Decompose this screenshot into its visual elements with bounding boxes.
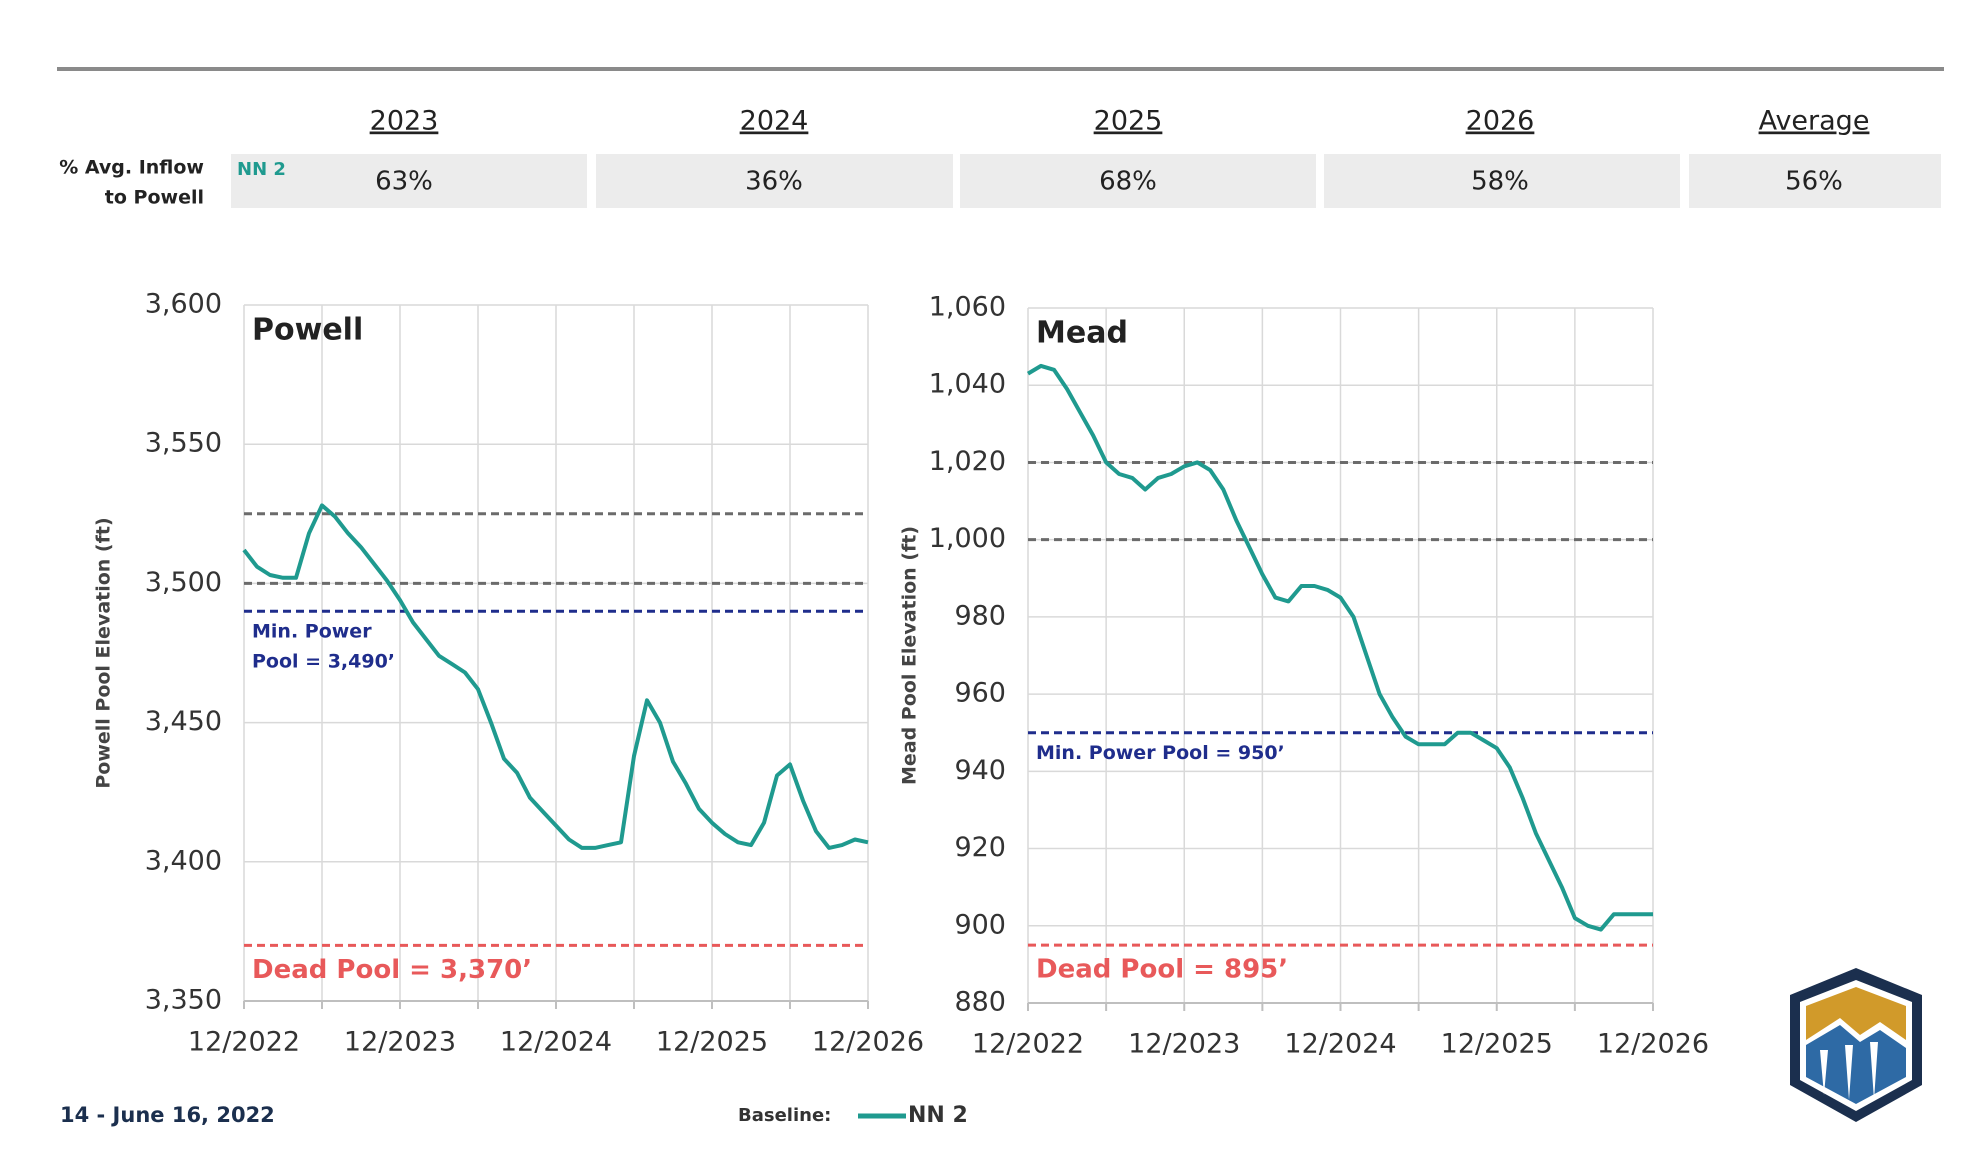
- logo: [1790, 968, 1922, 1122]
- chart-title: Mead: [1036, 316, 1128, 351]
- legend-title: Baseline:: [738, 1105, 831, 1126]
- footer: 14 - June 16, 2022: [60, 1103, 275, 1127]
- series-label: NN 2: [237, 159, 286, 180]
- y-tick-label: 3,350: [145, 985, 222, 1016]
- reference-label: Dead Pool = 3,370’: [252, 955, 532, 985]
- y-tick-label: 3,400: [145, 845, 222, 876]
- cell-bg: [960, 154, 1316, 208]
- y-tick-label: 1,060: [929, 292, 1006, 323]
- chart-title: Powell: [252, 313, 363, 348]
- column-header: 2024: [740, 106, 809, 137]
- x-tick-label: 12/2026: [812, 1027, 924, 1058]
- cell-value: 68%: [1099, 167, 1157, 197]
- cell-bg: [1324, 154, 1680, 208]
- cell-bg: [596, 154, 953, 208]
- y-axis-label: Powell Pool Elevation (ft): [93, 517, 115, 788]
- y-tick-label: 1,040: [929, 369, 1006, 400]
- x-tick-label: 12/2025: [1441, 1029, 1553, 1060]
- cell-value: 56%: [1785, 167, 1843, 197]
- cell-value: 36%: [745, 167, 803, 197]
- cell-value: 58%: [1471, 167, 1529, 197]
- x-tick-label: 12/2025: [656, 1027, 768, 1058]
- reference-label: Pool = 3,490’: [252, 651, 395, 673]
- row-label: % Avg. Inflow: [59, 157, 204, 179]
- reference-label: Min. Power: [252, 621, 372, 643]
- y-tick-label: 980: [954, 600, 1006, 631]
- y-tick-label: 3,450: [145, 706, 222, 737]
- row-label: to Powell: [105, 187, 204, 209]
- y-tick-label: 900: [954, 909, 1006, 940]
- reference-label: Min. Power Pool = 950’: [1036, 742, 1285, 764]
- x-tick-label: 12/2026: [1597, 1029, 1709, 1060]
- x-tick-label: 12/2022: [972, 1029, 1084, 1060]
- y-tick-label: 1,020: [929, 446, 1006, 477]
- x-tick-label: 12/2024: [1284, 1029, 1396, 1060]
- column-header: 2025: [1094, 106, 1163, 137]
- y-tick-label: 960: [954, 678, 1006, 709]
- y-tick-label: 3,600: [145, 289, 222, 320]
- series-line: [1026, 363, 1653, 932]
- legend-label: NN 2: [908, 1103, 968, 1128]
- y-tick-label: 920: [954, 832, 1006, 863]
- cell-bg: [1689, 154, 1941, 208]
- x-tick-label: 12/2023: [344, 1027, 456, 1058]
- x-tick-label: 12/2024: [500, 1027, 612, 1058]
- cell-bg: [231, 154, 587, 208]
- cell-value: 63%: [375, 167, 433, 197]
- series-line: [242, 503, 869, 850]
- y-tick-label: 3,550: [145, 428, 222, 459]
- x-tick-label: 12/2023: [1128, 1029, 1240, 1060]
- inflow-table: % Avg. Inflow to Powell NN 2: [59, 154, 1941, 209]
- column-header: Average: [1759, 106, 1870, 137]
- reference-label: Dead Pool = 895’: [1036, 955, 1288, 985]
- y-tick-label: 3,500: [145, 567, 222, 598]
- y-axis-label: Mead Pool Elevation (ft): [899, 526, 921, 785]
- column-header: 2026: [1466, 106, 1535, 137]
- y-tick-label: 1,000: [929, 523, 1006, 554]
- y-tick-label: 880: [954, 987, 1006, 1018]
- x-tick-label: 12/2022: [188, 1027, 300, 1058]
- column-header: 2023: [370, 106, 439, 137]
- y-tick-label: 940: [954, 755, 1006, 786]
